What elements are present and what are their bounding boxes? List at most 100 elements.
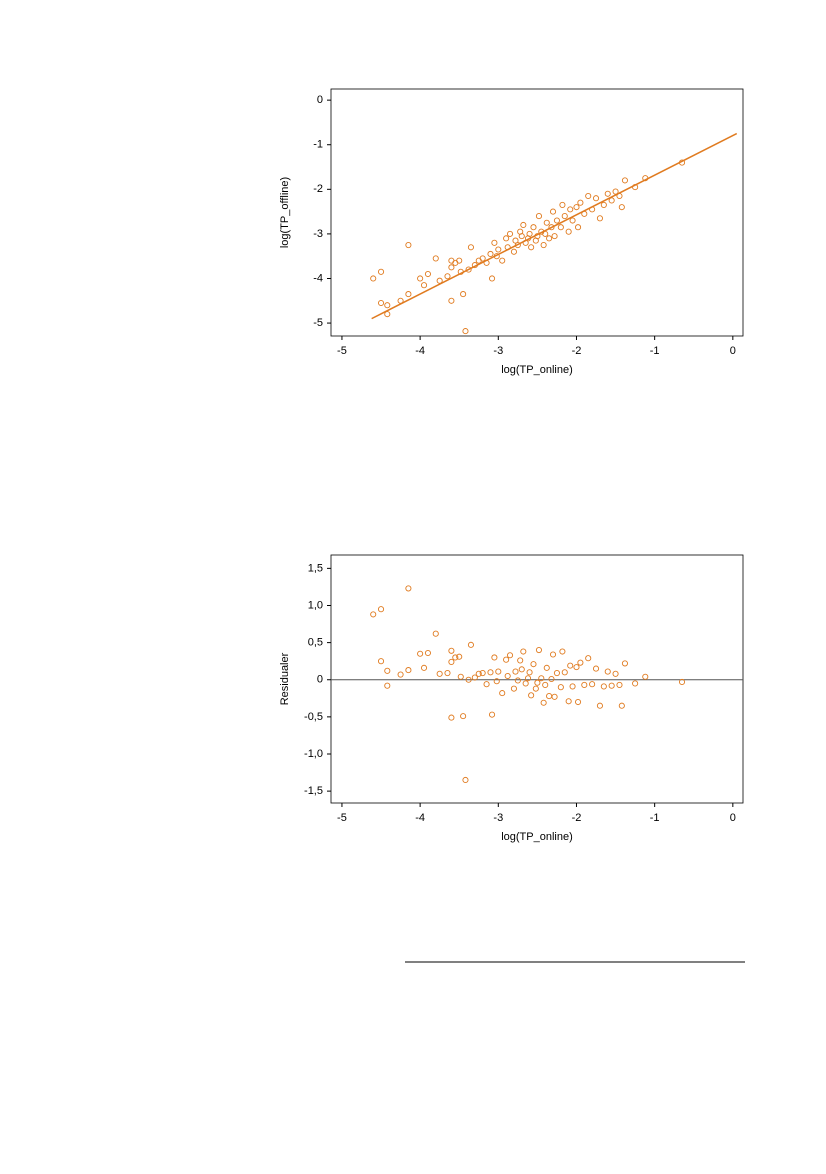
data-point — [604, 190, 611, 197]
data-point — [542, 230, 549, 237]
data-point — [616, 192, 623, 200]
data-point — [397, 671, 404, 678]
data-point — [460, 291, 467, 298]
data-point — [475, 257, 482, 264]
data-point — [436, 277, 443, 284]
data-point — [577, 659, 584, 666]
data-point — [596, 702, 603, 709]
data-point — [491, 239, 498, 246]
data-point — [574, 698, 582, 706]
data-point — [452, 654, 459, 661]
data-point — [612, 188, 619, 195]
data-point — [581, 210, 588, 217]
y-tick-label: -0,5 — [304, 711, 323, 723]
data-point — [553, 670, 560, 677]
data-point — [377, 299, 385, 307]
data-point — [384, 302, 391, 309]
data-point — [569, 217, 576, 224]
data-point — [557, 224, 564, 231]
data-point — [551, 693, 558, 700]
data-point — [546, 235, 553, 242]
data-point — [384, 311, 391, 318]
data-point — [405, 585, 412, 592]
data-point — [538, 675, 545, 682]
data-point — [565, 698, 572, 705]
data-point — [483, 259, 490, 266]
data-point — [503, 656, 510, 663]
x-tick-label: -5 — [337, 345, 347, 357]
data-point — [577, 199, 584, 206]
y-tick-label: -5 — [313, 317, 323, 329]
data-point — [528, 692, 535, 699]
y-tick-label: 0 — [317, 94, 323, 106]
x-tick-label: -2 — [572, 812, 582, 824]
data-point — [512, 668, 519, 675]
data-point — [452, 259, 459, 266]
data-point — [467, 244, 474, 251]
data-point — [632, 680, 639, 687]
data-point — [448, 647, 455, 654]
data-point — [557, 684, 564, 691]
data-point — [457, 673, 464, 680]
data-point — [504, 244, 511, 251]
data-point — [589, 206, 596, 213]
data-point — [424, 270, 431, 278]
data-point — [432, 630, 439, 637]
plot-frame — [330, 554, 744, 804]
data-point — [384, 682, 391, 689]
data-point — [405, 291, 412, 298]
data-point — [524, 675, 532, 682]
x-tick-label: -2 — [572, 345, 582, 357]
data-point — [377, 658, 385, 665]
data-point — [487, 669, 494, 676]
data-point — [456, 653, 463, 660]
data-point — [465, 266, 472, 273]
data-point — [456, 257, 463, 264]
data-point — [596, 215, 603, 222]
data-point — [604, 668, 611, 675]
data-point — [420, 282, 428, 289]
data-point — [465, 676, 472, 683]
data-point — [592, 195, 600, 202]
data-point — [462, 328, 469, 335]
data-point — [520, 221, 527, 229]
y-tick-label: -2 — [313, 183, 323, 195]
data-point — [436, 670, 443, 677]
y-tick-label: -1 — [313, 139, 323, 151]
data-point — [569, 683, 576, 690]
data-point — [559, 648, 566, 655]
data-point — [462, 776, 469, 784]
data-point — [600, 683, 607, 690]
data-point — [567, 662, 574, 669]
data-point — [608, 682, 615, 689]
data-point — [479, 255, 486, 262]
data-point — [448, 257, 455, 264]
data-point — [540, 699, 547, 706]
x-tick-label: -1 — [650, 345, 660, 357]
y-tick-label: -1,0 — [304, 748, 323, 760]
x-axis-label: log(TP_online) — [501, 831, 573, 843]
data-point — [499, 257, 506, 264]
data-point — [608, 197, 615, 204]
y-axis-label: log(TP_offline) — [279, 177, 291, 248]
data-point — [448, 264, 455, 271]
data-point — [618, 204, 625, 211]
data-point — [488, 711, 496, 718]
data-point — [642, 673, 649, 680]
data-point — [543, 219, 550, 226]
data-point — [518, 233, 525, 240]
data-point — [548, 675, 555, 683]
data-point — [530, 224, 537, 231]
data-point — [616, 681, 623, 688]
data-point — [397, 297, 404, 304]
data-point — [549, 208, 557, 215]
data-point — [448, 658, 455, 665]
x-tick-label: -3 — [493, 345, 503, 357]
data-point — [467, 641, 474, 648]
y-tick-label: 0 — [317, 674, 323, 686]
data-point — [535, 213, 543, 220]
y-tick-label: 1,0 — [308, 599, 323, 611]
data-point — [491, 654, 498, 661]
data-point — [559, 201, 566, 208]
